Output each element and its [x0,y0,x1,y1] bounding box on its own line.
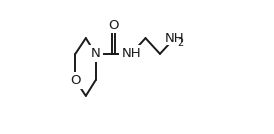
Text: 2: 2 [178,38,184,48]
Text: O: O [108,18,119,31]
Text: NH: NH [121,47,141,60]
Text: NH: NH [165,32,184,45]
Text: O: O [70,74,81,87]
Text: N: N [91,47,101,60]
